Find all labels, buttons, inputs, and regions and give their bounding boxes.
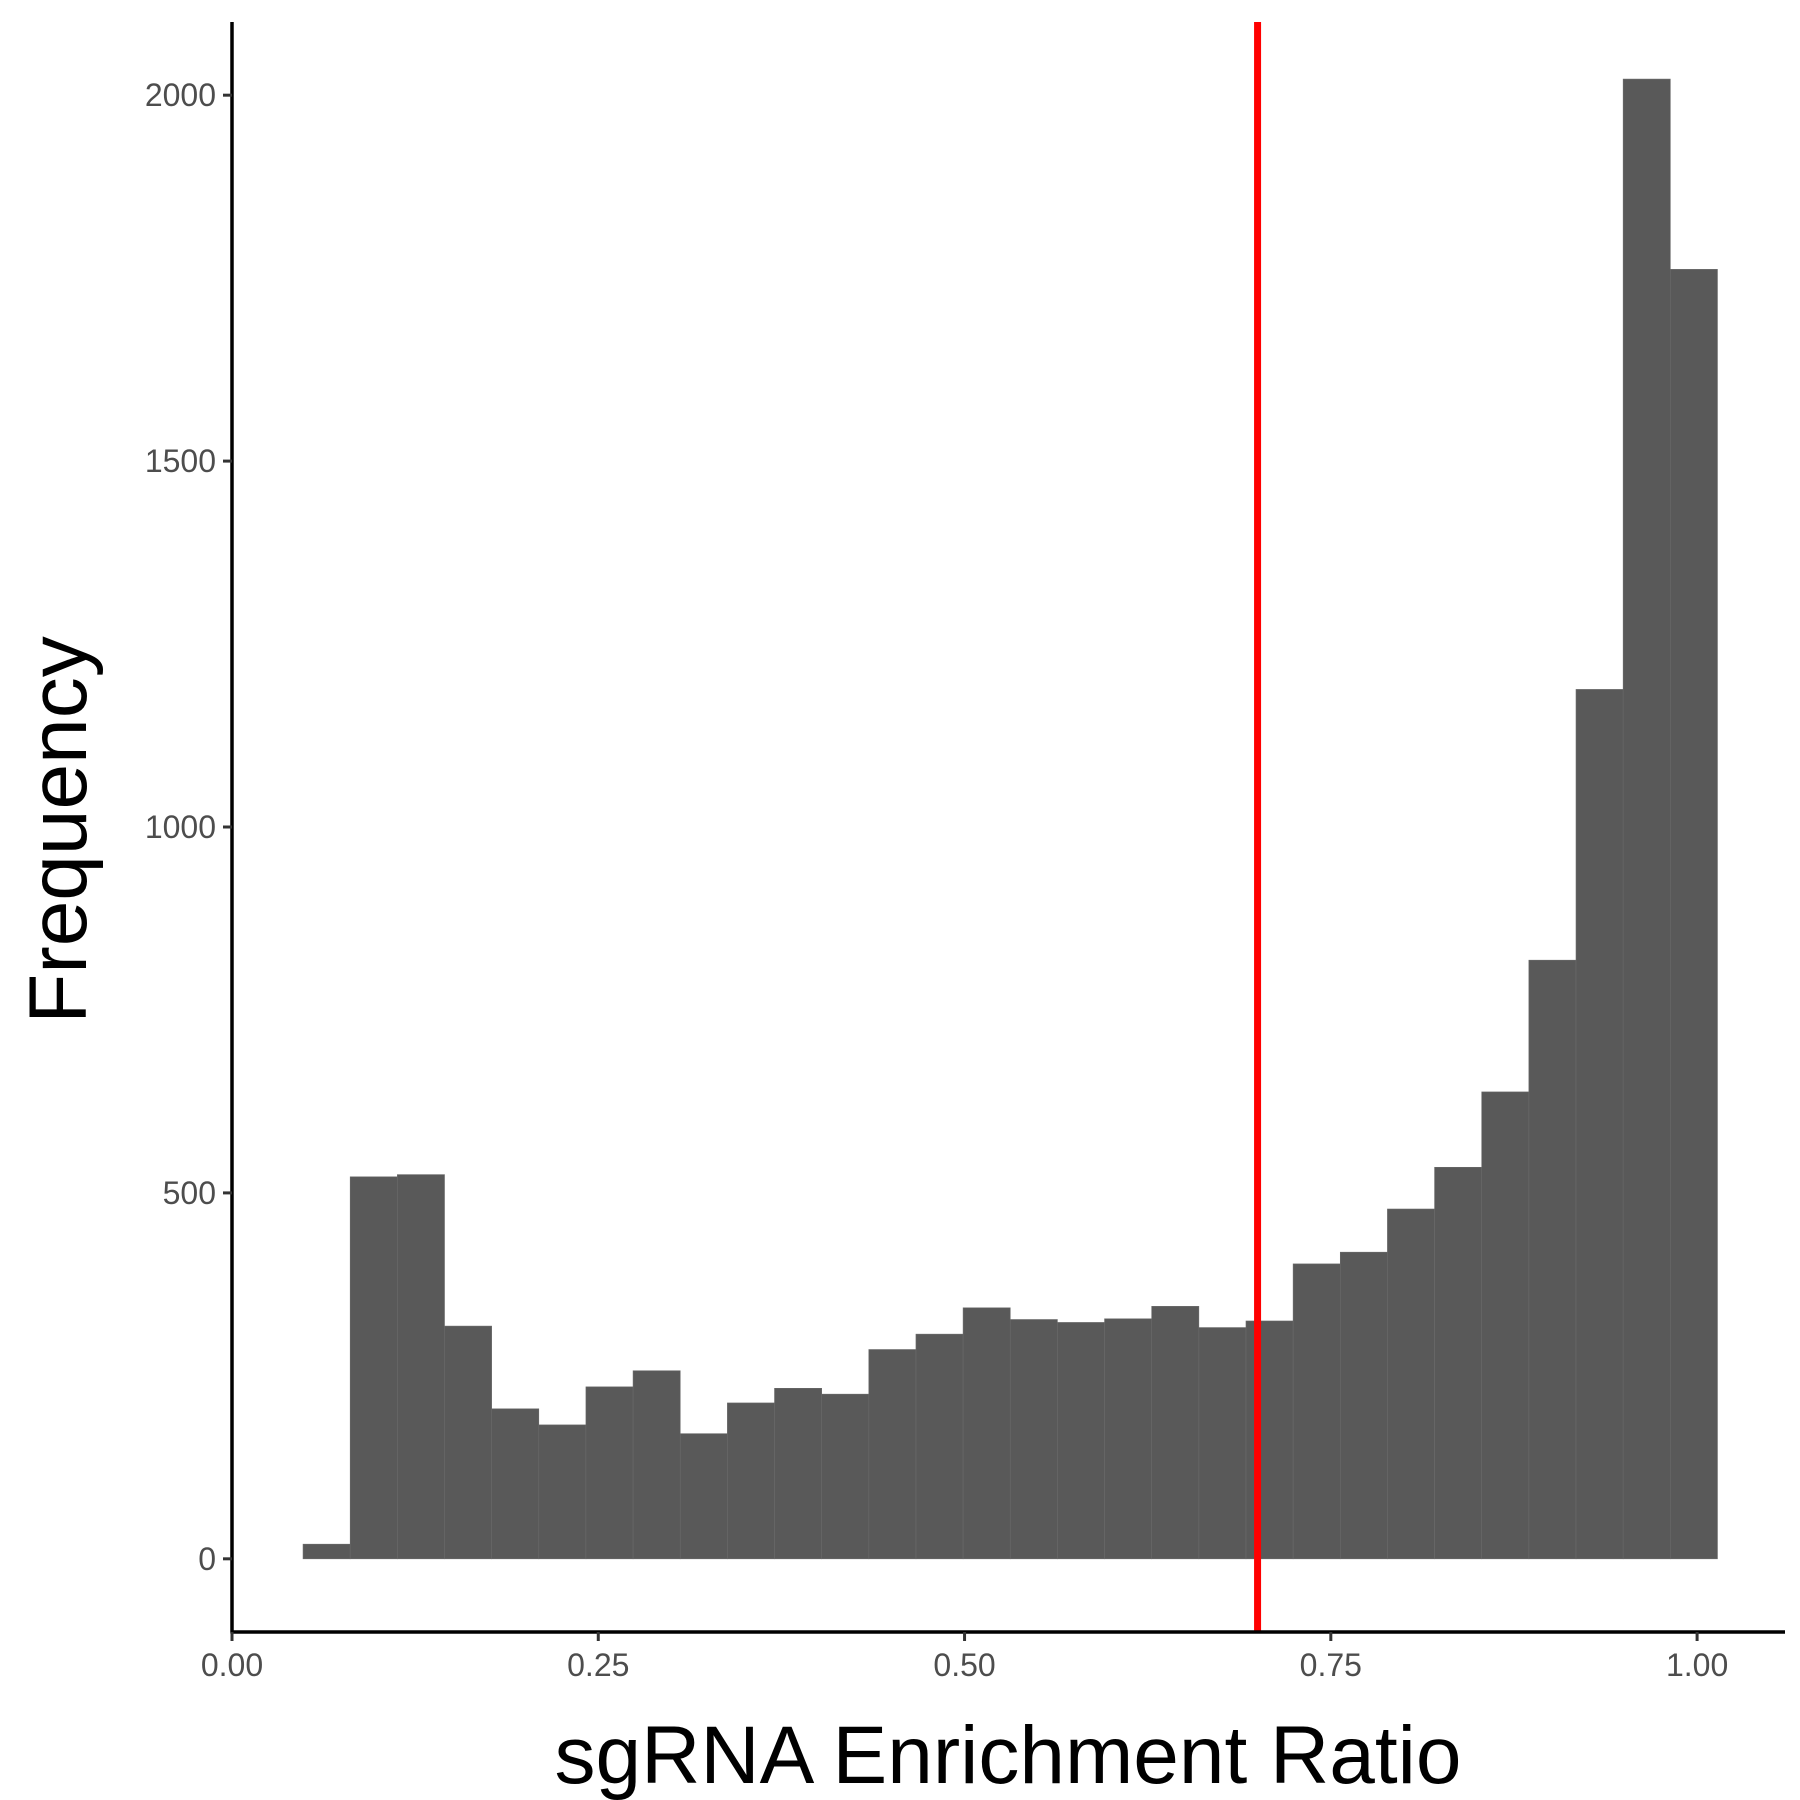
histogram-bar [1575,689,1624,1560]
x-tick-label: 0.50 [933,1647,995,1683]
x-axis-ticks: 0.00 0.25 0.50 0.75 1.00 [201,1632,1728,1683]
histogram-bar [1434,1166,1483,1560]
histogram-bar [962,1307,1011,1560]
histogram-bar [397,1174,445,1560]
histogram-bar [302,1543,351,1560]
histogram-bar [1151,1306,1200,1560]
histogram-bar [491,1408,540,1560]
histogram-bar [1481,1091,1530,1560]
histogram-bar [349,1176,398,1560]
histogram-bar [821,1393,870,1560]
y-axis-ticks: 0 500 1000 1500 2000 [145,77,232,1577]
y-tick-label: 500 [163,1175,216,1211]
histogram-bar [774,1388,822,1560]
histogram-bar [1009,1319,1058,1560]
histogram-bar [1057,1322,1105,1560]
histogram-bar [444,1325,492,1560]
histogram-bar [1622,78,1671,1560]
histogram-bar [538,1424,587,1560]
y-axis-title: Frequency [13,636,104,1023]
histogram-bar [727,1402,775,1560]
x-tick-label: 0.25 [567,1647,629,1683]
x-tick-label: 0.00 [201,1647,263,1683]
histogram-bars [302,78,1718,1560]
x-tick-label: 1.00 [1666,1647,1728,1683]
y-tick-label: 0 [198,1541,216,1577]
histogram-bar [1670,269,1718,1560]
x-tick-label: 0.75 [1300,1647,1362,1683]
histogram-bar [1387,1208,1435,1560]
histogram-bar [1198,1327,1247,1560]
y-tick-label: 1000 [145,809,216,845]
histogram-bar [679,1433,728,1560]
histogram-bar [632,1370,681,1560]
x-axis-title: sgRNA Enrichment Ratio [555,1710,1462,1800]
histogram-bar [868,1349,917,1560]
histogram-bar [1104,1318,1152,1560]
y-tick-label: 1500 [145,443,216,479]
histogram-bar [1245,1320,1294,1560]
histogram-bar [1339,1251,1388,1560]
y-tick-label: 2000 [145,77,216,113]
histogram-bar [915,1333,964,1560]
histogram-bar [1528,959,1577,1560]
histogram-bar [585,1386,634,1560]
histogram-bar [1292,1263,1341,1560]
